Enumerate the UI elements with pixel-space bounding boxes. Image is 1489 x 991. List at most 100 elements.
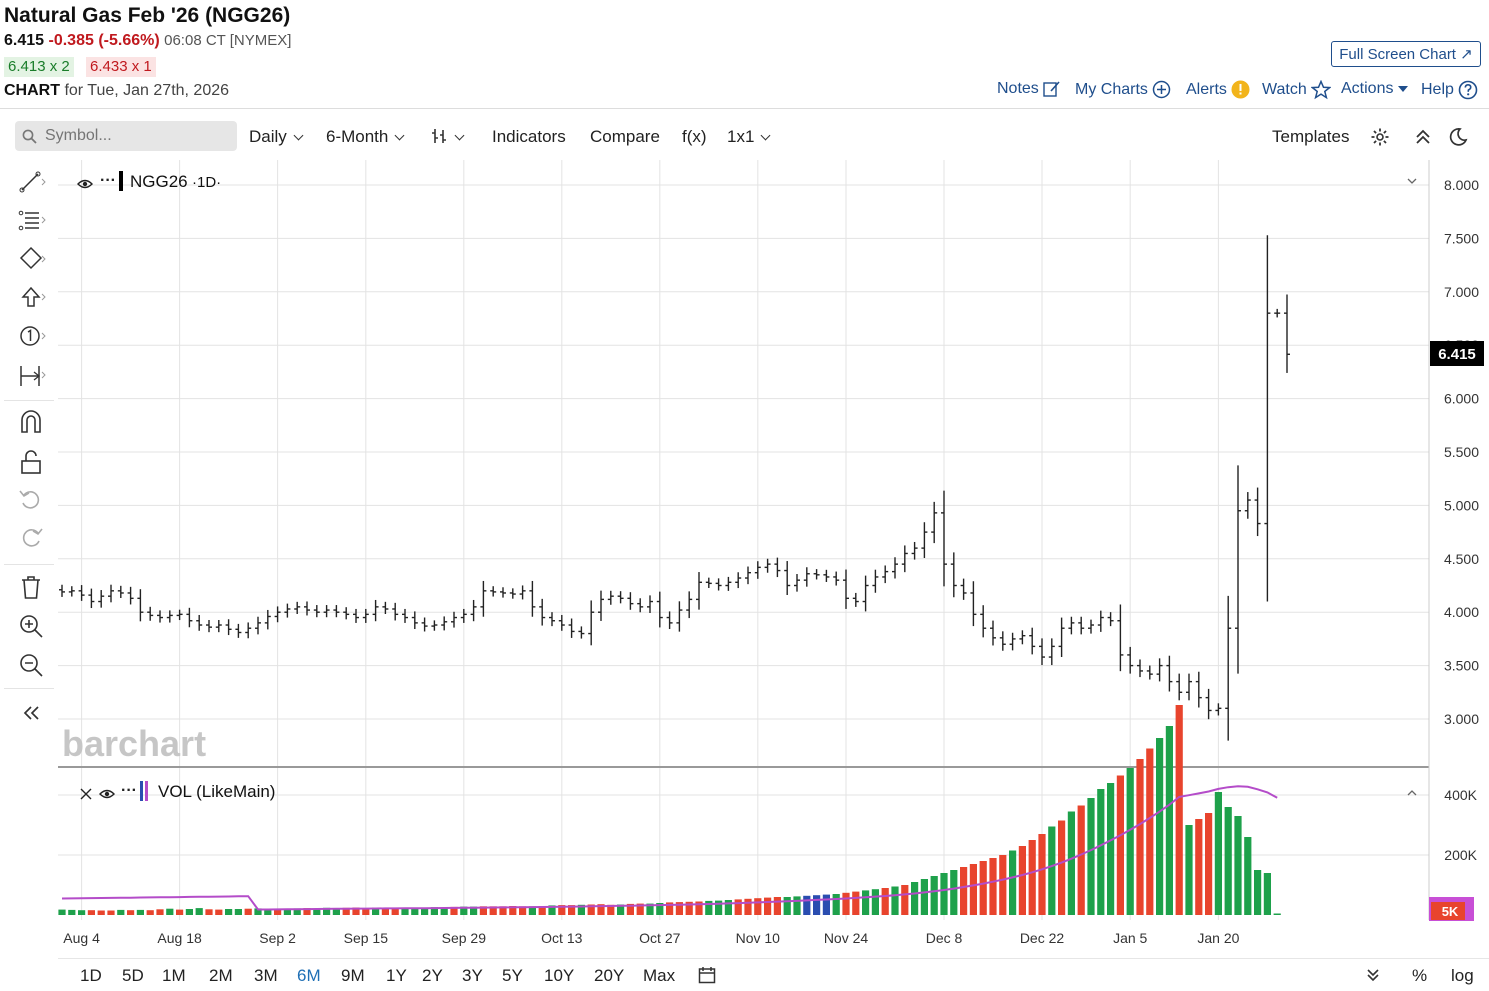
more-options-icon[interactable]: ··· [100, 172, 116, 189]
caret-down-icon [1398, 86, 1409, 92]
layout-dropdown[interactable]: 1x1 [727, 127, 771, 147]
ohlc-bar [1166, 655, 1173, 692]
alerts-link[interactable]: Alerts [1186, 80, 1250, 99]
ohlc-bar [1068, 616, 1075, 635]
volume-bar [1156, 738, 1164, 915]
range-button-3y[interactable]: 3Y [462, 966, 483, 985]
period-label: 6-Month [326, 127, 389, 146]
collapse-left-icon[interactable] [16, 698, 46, 728]
numbered-marker-tool-icon[interactable] [16, 322, 46, 352]
ohlc-bar [529, 580, 536, 617]
volume-bar [979, 861, 987, 915]
volume-bar [1254, 870, 1262, 915]
range-button-6m[interactable]: 6M [297, 966, 321, 985]
ohlc-bar [206, 619, 212, 633]
volume-bar [1097, 789, 1105, 915]
templates-button[interactable]: Templates [1272, 127, 1350, 146]
full-screen-label: Full Screen Chart [1339, 46, 1456, 63]
my-charts-link[interactable]: My Charts [1075, 80, 1171, 99]
ohlc-bar [1186, 673, 1192, 701]
gear-icon[interactable] [1370, 127, 1390, 147]
ohlc-bar [598, 590, 604, 621]
measure-tool-icon[interactable] [16, 361, 46, 391]
shape-tool-icon[interactable] [16, 244, 46, 274]
range-button-2m[interactable]: 2M [209, 966, 233, 985]
my-charts-label: My Charts [1075, 80, 1148, 98]
period-dropdown[interactable]: 6-Month [326, 127, 405, 147]
help-icon [1458, 80, 1478, 100]
full-screen-chart-button[interactable]: Full Screen Chart ↗ [1331, 41, 1481, 67]
notes-link[interactable]: Notes [997, 80, 1061, 98]
date-tick-label: Aug 4 [63, 930, 100, 946]
range-button-1y[interactable]: 1Y [386, 966, 407, 985]
ohlc-bar [1029, 627, 1036, 655]
more-options-icon[interactable]: ··· [121, 782, 137, 799]
zoom-in-icon[interactable] [16, 611, 46, 641]
last-price: 6.415 [4, 32, 45, 49]
trash-icon[interactable] [16, 572, 46, 602]
percent-scale-toggle[interactable]: % [1412, 966, 1428, 985]
symbol-search-input[interactable] [15, 121, 237, 151]
magnet-icon[interactable] [16, 407, 46, 437]
volume-legend: ··· VOL (LikeMain) [80, 781, 275, 801]
ohlc-bar [59, 584, 65, 597]
actions-label: Actions [1341, 80, 1394, 97]
volume-bar [323, 907, 331, 915]
volume-bar [675, 902, 683, 915]
arrow-tool-icon[interactable] [16, 283, 46, 313]
range-button-2y[interactable]: 2Y [422, 966, 443, 985]
ohlc-bar [343, 607, 350, 620]
undo-icon[interactable] [16, 485, 46, 515]
trendline-tool-icon[interactable] [16, 166, 46, 196]
volume-bar [185, 909, 193, 915]
close-icon[interactable] [80, 788, 92, 800]
volume-bar [1244, 837, 1252, 915]
volume-bar [460, 906, 468, 915]
eye-icon[interactable] [99, 789, 115, 799]
collapse-up-icon[interactable] [1414, 128, 1432, 146]
range-button-1m[interactable]: 1M [162, 966, 186, 985]
volume-bar [430, 907, 438, 915]
range-button-3m[interactable]: 3M [254, 966, 278, 985]
collapse-pane-icon[interactable] [1407, 178, 1417, 184]
help-link[interactable]: Help [1421, 80, 1478, 100]
range-button-9m[interactable]: 9M [341, 966, 365, 985]
chart-date-line: CHART for Tue, Jan 27th, 2026 [4, 82, 229, 100]
expand-pane-icon[interactable] [1407, 790, 1417, 796]
series-color-swatch [119, 171, 123, 191]
volume-axis: 400K 200K [1444, 787, 1477, 863]
redo-icon[interactable] [16, 523, 46, 553]
watch-link[interactable]: Watch [1262, 80, 1331, 100]
actions-menu[interactable]: Actions [1341, 80, 1409, 98]
log-scale-toggle[interactable]: log [1451, 966, 1474, 985]
range-button-20y[interactable]: 20Y [594, 966, 625, 985]
volume-bar [1214, 792, 1222, 915]
expand-down-icon[interactable] [1365, 967, 1381, 983]
volume-bar [244, 908, 252, 915]
ohlc-bar [421, 617, 428, 632]
range-button-5d[interactable]: 5D [122, 966, 144, 985]
lock-icon[interactable] [16, 447, 46, 477]
zoom-out-icon[interactable] [16, 650, 46, 680]
chart-area[interactable]: 8.0007.5007.0006.5006.0005.5005.0004.500… [0, 0, 1489, 958]
date-tick-label: Nov 10 [736, 930, 781, 946]
volume-moving-average-line [61, 785, 1278, 911]
calendar-icon[interactable] [698, 966, 716, 984]
dark-mode-icon[interactable] [1448, 127, 1468, 147]
range-button-max[interactable]: Max [643, 966, 676, 985]
ohlc-bar [245, 622, 252, 639]
ohlc-bar [323, 605, 330, 618]
range-button-5y[interactable]: 5Y [502, 966, 523, 985]
function-button[interactable]: f(x) [682, 127, 707, 146]
date-tick-label: Jan 20 [1197, 930, 1239, 946]
range-button-1d[interactable]: 1D [80, 966, 102, 985]
ohlc-bar [225, 619, 232, 636]
eye-icon[interactable] [77, 179, 93, 189]
fibonacci-tool-icon[interactable] [16, 205, 46, 235]
compare-button[interactable]: Compare [590, 127, 660, 146]
alerts-label: Alerts [1186, 80, 1227, 98]
chart-type-dropdown[interactable] [430, 127, 465, 147]
range-button-10y[interactable]: 10Y [544, 966, 575, 985]
interval-dropdown[interactable]: Daily [249, 127, 304, 147]
indicators-button[interactable]: Indicators [492, 127, 566, 146]
